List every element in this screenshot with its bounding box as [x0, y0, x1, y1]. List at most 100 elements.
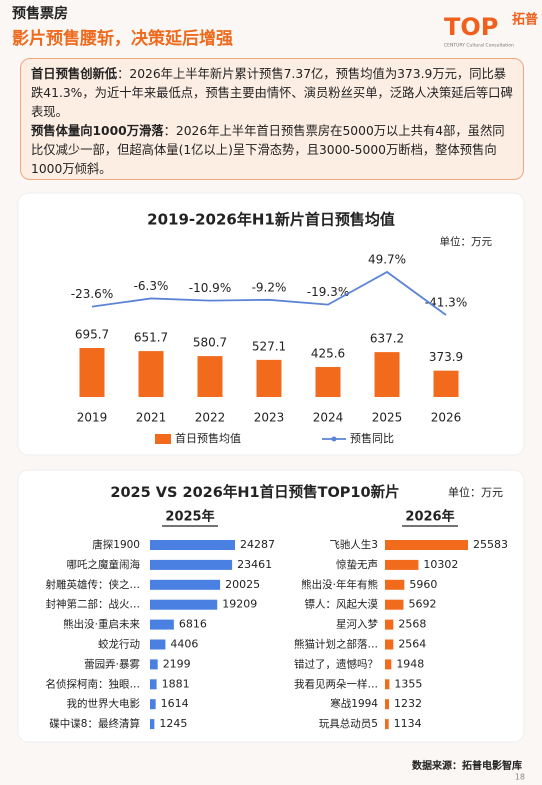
logo: CENTURY Cultural Consultation	[444, 43, 514, 49]
row-label: 唐探1900	[92, 538, 140, 551]
bar	[150, 719, 155, 730]
data-label: 25583	[473, 538, 508, 551]
data-label: 20025	[225, 578, 260, 591]
bar	[150, 639, 166, 650]
row-label: 我看见两朵一样…	[294, 677, 378, 690]
row-label: 熊猫计划之部落…	[294, 638, 378, 651]
x-tick-label: 2022	[195, 411, 226, 425]
data-label: 23461	[237, 558, 272, 571]
bar	[150, 579, 221, 590]
row-label: 惊蛰无声	[336, 558, 378, 571]
bar	[385, 540, 468, 550]
x-tick-label: 2023	[254, 411, 285, 425]
unit: 单位：万元	[440, 235, 493, 248]
bar	[374, 352, 400, 397]
data-label: 580.7	[193, 336, 227, 350]
bar	[256, 359, 282, 397]
bar	[150, 659, 158, 670]
text: ：2026年上半年首日预售票房在5000万以上共有4部，虽然同比仅减少一部，但超…	[31, 124, 505, 176]
data-label: -9.2%	[252, 280, 287, 294]
row-label: 碟中谍8：最终清算	[49, 717, 140, 730]
x-tick-label: 2019	[77, 411, 108, 425]
data-label: 10302	[423, 558, 458, 571]
row-label: 蛟龙行动	[98, 638, 140, 651]
paragraph: 预售体量向1000万滑落：2026年上半年首日预售票房在5000万以上共有4部，…	[31, 122, 513, 179]
data-label: 19209	[222, 598, 257, 611]
bar	[150, 540, 235, 550]
bar	[79, 348, 105, 397]
data-label: 637.2	[370, 332, 404, 346]
data-label: 1232	[394, 697, 422, 710]
row-label: 错过了，遗憾吗？	[294, 657, 378, 670]
data-label: 1881	[162, 677, 190, 690]
data-label: -10.9%	[189, 281, 231, 295]
unit: 单位：万元	[448, 485, 503, 499]
x-tick-label: 2021	[136, 411, 167, 425]
data-label: 1134	[394, 717, 422, 730]
row-label: 封神第二部：战火…	[46, 598, 141, 611]
source: 数据来源：拓普电影智库	[412, 759, 522, 772]
data-label: 6816	[179, 618, 207, 631]
bar	[150, 619, 174, 630]
data-label: 1948	[396, 657, 424, 670]
bar	[385, 639, 394, 650]
x-tick-label: 2026	[431, 411, 462, 425]
data-label: 2199	[163, 657, 191, 670]
x-tick-label: 2024	[313, 411, 344, 425]
data-label: 2568	[398, 618, 426, 631]
row-label: 蕾园弄·暴雾	[84, 657, 140, 670]
data-label: -19.3%	[307, 285, 349, 299]
bar	[385, 619, 394, 630]
logo: 拓普	[512, 12, 538, 28]
row-label: 玩具总动员5	[319, 717, 378, 730]
row-label: 哪吒之魔童闹海	[67, 558, 141, 571]
bar	[433, 370, 459, 397]
data-label: 1355	[394, 677, 422, 690]
bar	[385, 659, 392, 670]
data-label: -6.3%	[134, 279, 169, 293]
bar	[385, 559, 419, 570]
text: ：2026年上半年新片累计预售7.37亿，预售均值为373.9万元，同比暴跌41…	[31, 67, 513, 119]
chart-title: 2025 VS 2026年H1首日预售TOP10新片	[110, 483, 399, 501]
bar	[150, 559, 233, 570]
panel-title: 2025年	[165, 509, 214, 525]
data-label: 527.1	[252, 339, 286, 353]
chart-title: 2019-2026年H1新片首日预售均值	[147, 211, 395, 229]
row-label: 射雕英雄传：侠之…	[46, 578, 141, 591]
row-label: 星河入梦	[336, 619, 378, 631]
data-label: -41.3%	[425, 296, 467, 310]
paragraph: 首日预售创新低：2026年上半年新片累计预售7.37亿，预售均值为373.9万元…	[31, 65, 513, 122]
data-label: 651.7	[134, 331, 168, 345]
data-label: 1245	[159, 717, 187, 730]
legend-label: 预售同比	[350, 431, 394, 445]
data-label: 5692	[408, 598, 436, 611]
bar	[197, 356, 223, 397]
bar	[385, 699, 389, 710]
legend-label: 首日预售均值	[175, 431, 241, 445]
data-label: 24287	[240, 538, 275, 551]
headline: 影片预售腰斩，决策延后增强	[12, 28, 233, 49]
data-label: 373.9	[429, 350, 463, 364]
bar	[315, 367, 341, 397]
panel-title: 2026年	[405, 509, 454, 525]
summary: 首日预售创新低：2026年上半年新片累计预售7.37亿，预售均值为373.9万元…	[20, 58, 524, 180]
data-label: 5960	[409, 578, 437, 591]
data-label: 1614	[161, 697, 189, 710]
bar	[150, 599, 218, 610]
bar	[150, 679, 157, 690]
row-label: 寒战1994	[330, 697, 378, 710]
lead: 预售体量向1000万滑落	[31, 124, 164, 138]
bar	[138, 351, 164, 397]
bar	[385, 579, 405, 590]
row-label: 熊出没·重启未来	[63, 618, 140, 631]
lead: 首日预售创新低	[31, 67, 118, 81]
data-label: 4406	[170, 638, 198, 651]
row-label: 飞驰人生3	[329, 538, 378, 551]
bar	[385, 719, 389, 730]
data-label: 49.7%	[368, 253, 406, 267]
line	[91, 270, 447, 316]
row-label: 我的世界大电影	[67, 697, 141, 710]
legend-swatch	[155, 434, 171, 444]
